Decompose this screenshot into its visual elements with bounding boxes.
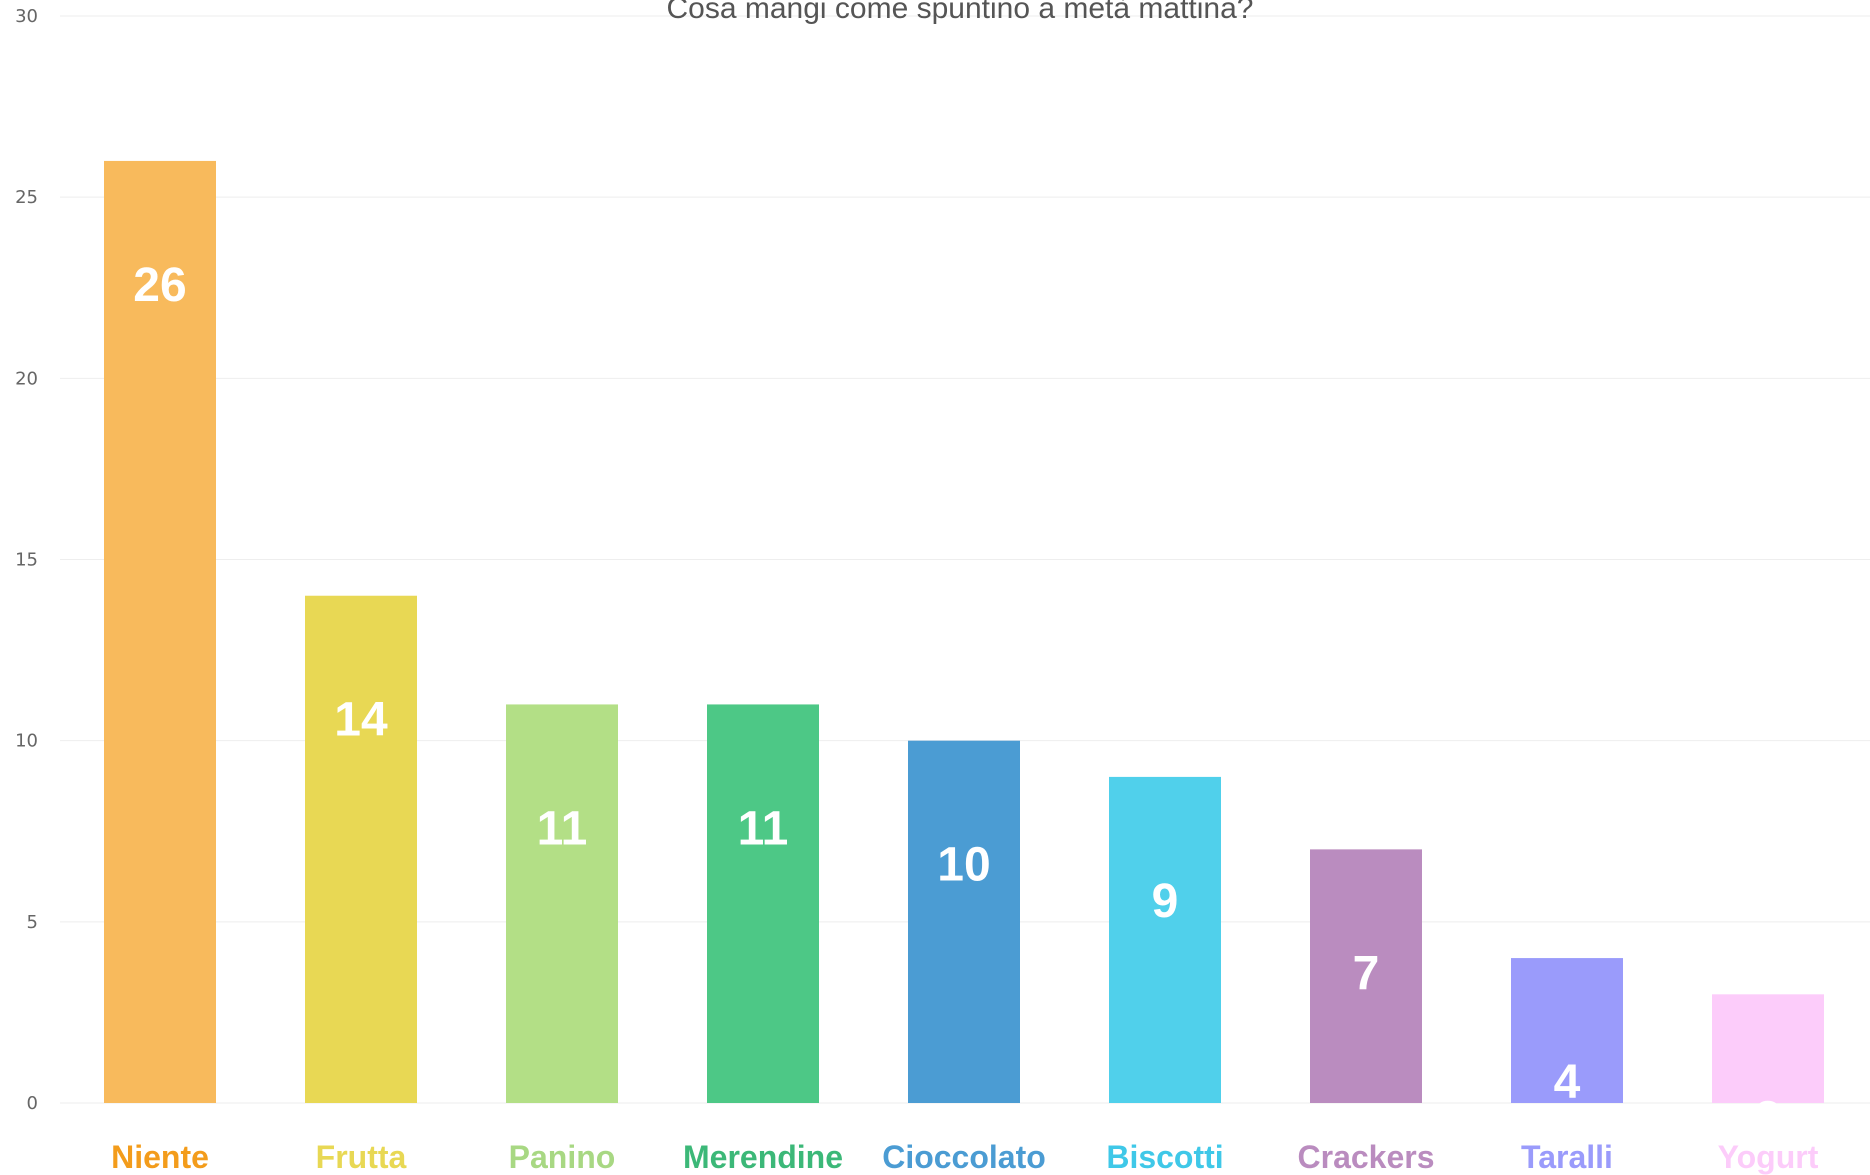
y-tick-label: 5 [27, 912, 38, 933]
bar-value-label: 14 [334, 694, 388, 747]
y-tick-label: 15 [15, 550, 38, 571]
category-label-niente: Niente [111, 1139, 209, 1175]
bar-merendine [707, 704, 819, 1103]
bar-frutta [305, 595, 417, 1103]
category-label-biscotti: Biscotti [1106, 1139, 1223, 1175]
bar-panino [506, 704, 618, 1103]
bar-value-label: 4 [1554, 1056, 1581, 1109]
category-label-crackers: Crackers [1298, 1139, 1435, 1175]
y-tick-label: 30 [15, 6, 38, 27]
category-label-taralli: Taralli [1521, 1139, 1613, 1175]
chart-title: Cosa mangi come spuntino a metà mattina? [667, 0, 1254, 25]
y-tick-label: 20 [15, 368, 38, 389]
category-label-yogurt: Yogurt [1718, 1139, 1819, 1175]
bars [104, 160, 1824, 1103]
category-label-panino: Panino [509, 1139, 616, 1175]
bar-value-label: 11 [738, 802, 789, 855]
bar-value-label: 7 [1353, 947, 1380, 1000]
y-tick-label: 25 [15, 187, 38, 208]
category-label-frutta: Frutta [316, 1139, 407, 1175]
bar-value-label: 9 [1152, 875, 1179, 928]
bar-value-label: 11 [537, 802, 588, 855]
y-tick-label: 10 [15, 731, 38, 752]
bar-value-label: 26 [133, 259, 186, 312]
y-tick-label: 0 [27, 1093, 38, 1114]
bar-value-label: 10 [937, 839, 990, 892]
category-label-cioccolato: Cioccolato [882, 1139, 1046, 1175]
bar-crackers [1310, 849, 1422, 1103]
category-label-merendine: Merendine [683, 1139, 843, 1175]
bar-niente [104, 160, 216, 1103]
bar-cioccolato [908, 740, 1020, 1103]
bar-taralli [1511, 958, 1623, 1103]
bar-yogurt [1712, 994, 1824, 1103]
y-axis-ticks: 0 5 10 15 20 25 30 [15, 6, 38, 1114]
bar-biscotti [1109, 776, 1221, 1103]
category-labels: Niente Frutta Panino Merendine Cioccolato Bis… [111, 1139, 1819, 1175]
bar-value-labels: 26 14 11 11 10 9 7 4 3 [133, 259, 1781, 1145]
bar-value-label: 3 [1755, 1092, 1782, 1145]
